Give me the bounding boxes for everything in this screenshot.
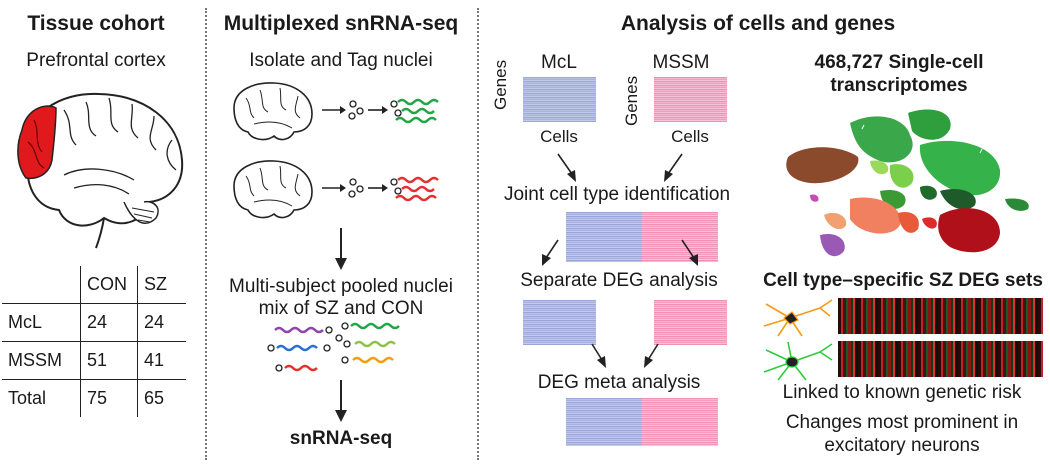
- tagged-nuclei-red-icon: [390, 176, 439, 202]
- section-divider-2: [477, 8, 479, 460]
- multiplex-step-isolate: Isolate and Tag nuclei: [249, 50, 433, 71]
- analysis-title: Analysis of cells and genes: [620, 12, 896, 35]
- deg-sets-label: Cell type–specific SZ DEG sets: [763, 270, 1043, 291]
- joint-identification-label: Joint cell type identification: [503, 184, 731, 205]
- cohort-row-con: 75: [80, 379, 138, 417]
- isolate-tag-diagram: [233, 82, 439, 219]
- transcriptome-count-line2: transcriptomes: [830, 75, 968, 96]
- converge-arrows: [557, 153, 683, 182]
- multiplex-step-sequencing: snRNA-seq: [289, 428, 393, 449]
- tissue-cohort-subtitle: Prefrontal cortex: [26, 50, 166, 71]
- transcriptome-count-line1: 468,727 Single-cell: [814, 52, 984, 73]
- axis-cells-mcl: Cells: [540, 127, 578, 146]
- finding-excitatory-line1: Changes most prominent in: [785, 412, 1019, 433]
- cohort-row-label: MSSM: [8, 350, 62, 370]
- diverge-arrows: [542, 239, 698, 266]
- separate-deg-label: Separate DEG analysis: [520, 270, 718, 291]
- pooled-nuclei-diagram: [267, 322, 400, 372]
- deg-matrix-mssm: [654, 300, 727, 345]
- nuclei-icon: [348, 100, 364, 120]
- brain-sagittal-icon: [17, 92, 184, 249]
- excitatory-neuron-icon: [763, 299, 833, 337]
- cohort-row-label: McL: [8, 312, 43, 332]
- deg-heatmap-inhibitory: [838, 341, 1043, 377]
- meta-expression-matrix: [566, 398, 718, 446]
- cohort-table: CON SZ McL 24 24 MSSM 51 41 Total 75 65: [2, 266, 186, 417]
- section-divider-1: [205, 8, 207, 460]
- nuclei-icon: [348, 178, 364, 198]
- cohort-row-con: 24: [80, 303, 138, 342]
- brain-small-icon: [233, 160, 313, 219]
- finding-genetic-risk: Linked to known genetic risk: [782, 382, 1022, 403]
- inhibitory-neuron-icon: [763, 341, 833, 381]
- tagged-nuclei-green-icon: [390, 98, 439, 124]
- cohort-row-sz: 41: [137, 341, 186, 380]
- cohort-table-header-sz: SZ: [137, 266, 186, 304]
- expression-matrix-mcl: [523, 77, 596, 122]
- cohort-row-sz: 65: [137, 379, 186, 417]
- cell-cluster-umap: [786, 109, 1029, 257]
- axis-cells-mssm: Cells: [671, 127, 709, 146]
- multiplex-step-pool-line2: mix of SZ and CON: [258, 298, 424, 319]
- cohort-label-mcl: McL: [541, 52, 577, 73]
- joint-expression-matrix: [566, 212, 718, 262]
- cohort-row-con: 51: [80, 341, 138, 380]
- axis-genes-mssm: Genes: [622, 75, 641, 126]
- down-arrow-icon: [335, 380, 347, 422]
- deg-matrix-mcl: [523, 300, 596, 345]
- down-arrow-icon: [335, 228, 347, 270]
- multiplex-step-pool-line1: Multi-subject pooled nuclei: [229, 276, 453, 297]
- expression-matrix-mssm: [654, 77, 727, 122]
- brain-small-icon: [233, 82, 313, 141]
- deg-meta-label: DEG meta analysis: [537, 372, 701, 393]
- axis-genes-mcl: Genes: [491, 59, 510, 110]
- cohort-row-label: Total: [8, 388, 47, 408]
- cohort-table-header-con: CON: [80, 266, 138, 304]
- multiplex-title: Multiplexed snRNA-seq: [223, 12, 459, 35]
- cohort-label-mssm: MSSM: [652, 52, 710, 73]
- cohort-table-corner: [2, 266, 81, 304]
- finding-excitatory-line2: excitatory neurons: [824, 435, 980, 456]
- converge-arrows: [591, 343, 659, 368]
- cohort-row-sz: 24: [137, 303, 186, 342]
- deg-heatmap-excitatory: [838, 298, 1043, 334]
- tissue-cohort-title: Tissue cohort: [27, 12, 165, 35]
